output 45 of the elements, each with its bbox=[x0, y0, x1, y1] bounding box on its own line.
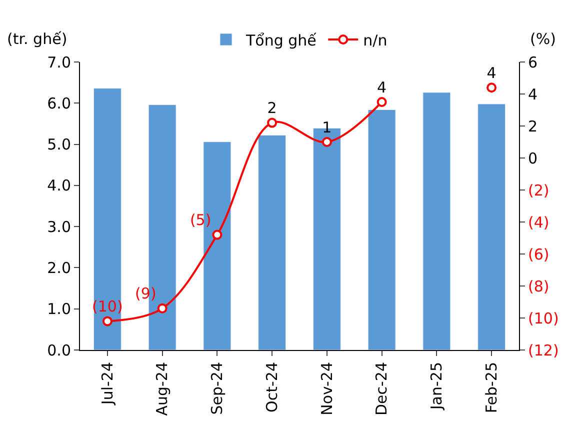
x-tick-label: Nov-24 bbox=[318, 362, 336, 416]
y2-tick-label: 6 bbox=[528, 53, 538, 72]
y2-tick-label: 2 bbox=[528, 117, 538, 136]
data-label: 4 bbox=[377, 78, 387, 96]
y-tick-label: 6.0 bbox=[47, 94, 71, 112]
x-tick-label: Aug-24 bbox=[153, 362, 172, 416]
y-axis-title: (tr. ghế) bbox=[7, 30, 68, 48]
x-tick-label: Dec-24 bbox=[372, 362, 391, 416]
bar bbox=[422, 92, 451, 350]
data-label: 2 bbox=[267, 99, 277, 118]
y2-axis-title: (%) bbox=[530, 30, 556, 48]
x-tick-label: Feb-25 bbox=[482, 362, 500, 414]
data-label: 4 bbox=[486, 64, 496, 82]
y-tick-label: 5.0 bbox=[47, 136, 71, 154]
point bbox=[376, 97, 387, 107]
x-tick-label: Oct-24 bbox=[262, 362, 281, 412]
point bbox=[267, 118, 278, 128]
y-tick-label: 4.0 bbox=[47, 176, 71, 195]
x-tick-label: Jul-24 bbox=[98, 362, 116, 406]
point bbox=[157, 303, 168, 314]
y2-tick-label: 4 bbox=[528, 85, 538, 104]
bar bbox=[478, 104, 506, 350]
y2-tick-label: (10) bbox=[528, 309, 559, 328]
y2-tick-label: (4) bbox=[528, 213, 550, 232]
y-tick-label: 7.0 bbox=[47, 53, 71, 72]
point bbox=[322, 137, 332, 147]
point bbox=[212, 230, 222, 240]
x-tick-label: Jan-25 bbox=[428, 362, 446, 411]
point bbox=[102, 316, 112, 326]
y-tick-label: 3.0 bbox=[47, 218, 71, 236]
y2-tick-label: (2) bbox=[528, 181, 550, 200]
bar bbox=[258, 134, 286, 350]
y-tick-label: 0.0 bbox=[47, 341, 71, 360]
y-tick-label: 2.0 bbox=[47, 258, 71, 277]
y2-tick-label: 0 bbox=[528, 149, 538, 168]
x-tick-label: Sep-24 bbox=[208, 362, 226, 415]
legend-label: n/n bbox=[363, 31, 388, 50]
y2-tick-label: (8) bbox=[528, 277, 550, 296]
y2-tick-label: (6) bbox=[528, 245, 550, 264]
legend-label: Tổng ghế bbox=[245, 31, 318, 50]
bar bbox=[368, 109, 396, 350]
y2-tick-label: (12) bbox=[528, 341, 559, 360]
bar bbox=[93, 88, 122, 350]
point bbox=[486, 82, 497, 93]
y-tick-label: 1.0 bbox=[47, 300, 71, 318]
